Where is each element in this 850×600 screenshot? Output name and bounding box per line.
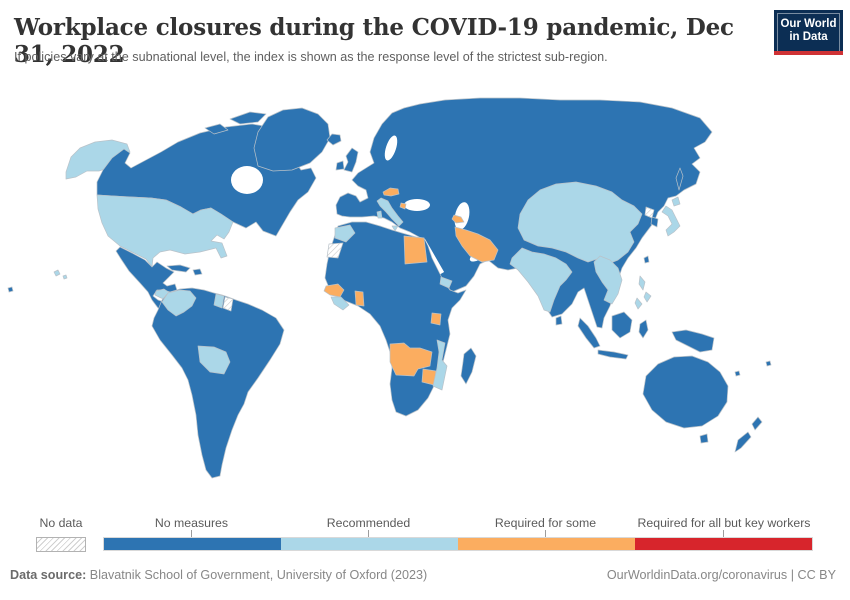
data-source: Data source: Blavatnik School of Governm… bbox=[10, 568, 427, 588]
owid-logo-stripe bbox=[774, 51, 843, 55]
legend-segment-required-all[interactable] bbox=[635, 538, 812, 550]
map-legend: No data No measures Recommended Required… bbox=[36, 516, 814, 552]
country-sierra-leone-liberia[interactable] bbox=[330, 296, 350, 311]
country-eritrea[interactable] bbox=[439, 276, 453, 289]
legend-label-no-measures: No measures bbox=[154, 516, 229, 530]
country-hispaniola[interactable] bbox=[192, 268, 203, 276]
legend-tick bbox=[191, 530, 192, 537]
country-china-mongolia[interactable] bbox=[517, 181, 643, 265]
owid-logo-text: Our World in Data bbox=[780, 17, 837, 43]
legend-label-no-data: No data bbox=[39, 516, 83, 530]
country-suriname[interactable] bbox=[222, 296, 234, 312]
country-austria[interactable] bbox=[382, 187, 400, 197]
page-subtitle: If policies vary at the subnational leve… bbox=[14, 50, 608, 64]
country-morocco[interactable] bbox=[334, 224, 356, 243]
legend-segment-recommended[interactable] bbox=[281, 538, 458, 550]
country-papua-new-guinea[interactable] bbox=[671, 329, 715, 353]
data-source-label: Data source: bbox=[10, 568, 87, 582]
country-mexico-central-america[interactable] bbox=[115, 246, 180, 319]
country-iran[interactable] bbox=[454, 226, 499, 263]
attribution-link[interactable]: OurWorldinData.org/coronavirus | CC BY bbox=[606, 568, 836, 582]
country-philippines[interactable] bbox=[634, 275, 652, 310]
page-title: Workplace closures during the COVID-19 p… bbox=[14, 14, 734, 68]
black-sea bbox=[404, 199, 430, 211]
owid-logo[interactable]: Our World in Data bbox=[774, 10, 843, 55]
legend-swatch-no-data[interactable] bbox=[36, 537, 86, 552]
pacific-islands[interactable] bbox=[7, 286, 772, 377]
country-italy[interactable] bbox=[376, 197, 404, 232]
country-laos-vietnam-cambodia[interactable] bbox=[593, 255, 623, 305]
legend-color-bar bbox=[103, 537, 813, 551]
country-azerbaijan[interactable] bbox=[451, 214, 465, 224]
country-united-states[interactable] bbox=[96, 194, 234, 268]
country-egypt[interactable] bbox=[403, 235, 428, 265]
legend-label-required-for-some: Required for some bbox=[494, 516, 597, 530]
country-iceland[interactable] bbox=[326, 133, 342, 146]
country-western-sahara[interactable] bbox=[326, 242, 344, 259]
legend-tick bbox=[368, 530, 369, 537]
legend-segment-required-for-some[interactable] bbox=[458, 538, 635, 550]
baltic-sea bbox=[384, 135, 398, 161]
sakhalin-russia[interactable] bbox=[675, 167, 684, 191]
legend-segment-no-measures[interactable] bbox=[104, 538, 281, 550]
data-source-text: Blavatnik School of Government, Universi… bbox=[86, 568, 428, 582]
chart-footer: Data source: Blavatnik School of Governm… bbox=[10, 568, 836, 588]
country-indonesia[interactable] bbox=[577, 311, 649, 360]
country-madagascar[interactable] bbox=[460, 347, 477, 385]
legend-label-recommended: Recommended bbox=[326, 516, 411, 530]
country-india[interactable] bbox=[509, 247, 573, 313]
country-bolivia[interactable] bbox=[197, 345, 231, 375]
country-taiwan[interactable] bbox=[643, 255, 650, 264]
country-cuba[interactable] bbox=[166, 264, 191, 273]
legend-label-required-all: Required for all but key workers bbox=[637, 516, 811, 530]
hudson-bay bbox=[231, 166, 263, 194]
country-uganda[interactable] bbox=[430, 312, 442, 326]
country-new-zealand[interactable] bbox=[734, 416, 763, 453]
hawaii-us[interactable] bbox=[53, 269, 68, 280]
country-colombia[interactable] bbox=[161, 289, 197, 317]
country-ireland[interactable] bbox=[335, 160, 345, 171]
country-montenegro[interactable] bbox=[399, 202, 407, 210]
country-australia[interactable] bbox=[642, 355, 729, 444]
country-south-korea[interactable] bbox=[650, 216, 659, 228]
country-united-kingdom[interactable] bbox=[343, 147, 359, 173]
country-mozambique-malawi[interactable] bbox=[432, 339, 448, 391]
country-japan[interactable] bbox=[661, 196, 681, 237]
country-ghana[interactable] bbox=[354, 290, 365, 307]
legend-tick bbox=[723, 530, 724, 537]
country-angola-zambia[interactable] bbox=[389, 342, 433, 377]
region-south-america[interactable] bbox=[151, 287, 285, 479]
country-guyana[interactable] bbox=[213, 293, 225, 309]
legend-tick bbox=[545, 530, 546, 537]
country-greenland[interactable] bbox=[253, 107, 331, 172]
country-sri-lanka[interactable] bbox=[555, 315, 563, 326]
